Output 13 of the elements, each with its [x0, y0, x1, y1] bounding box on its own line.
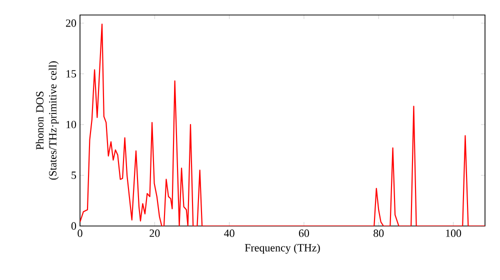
x-tick-label: 40 [224, 230, 234, 237]
y-tick-label: 0 [71, 222, 76, 230]
x-tick-label: 100 [446, 230, 462, 237]
x-tick-label: 0 [78, 230, 82, 237]
y-tick-label: 10 [66, 120, 76, 128]
y-axis-title: Phonon DOS (States/THz·primitive cell) [36, 61, 59, 180]
x-axis-title: Frequency (THz) [244, 244, 320, 254]
x-tick-label: 60 [298, 230, 310, 237]
x-tick-label: 80 [374, 230, 384, 237]
y-tick-label: 5 [72, 172, 76, 179]
y-tick-label: 15 [66, 70, 76, 78]
x-tick-label: 20 [150, 230, 160, 237]
y-tick-label: 20 [66, 19, 76, 27]
